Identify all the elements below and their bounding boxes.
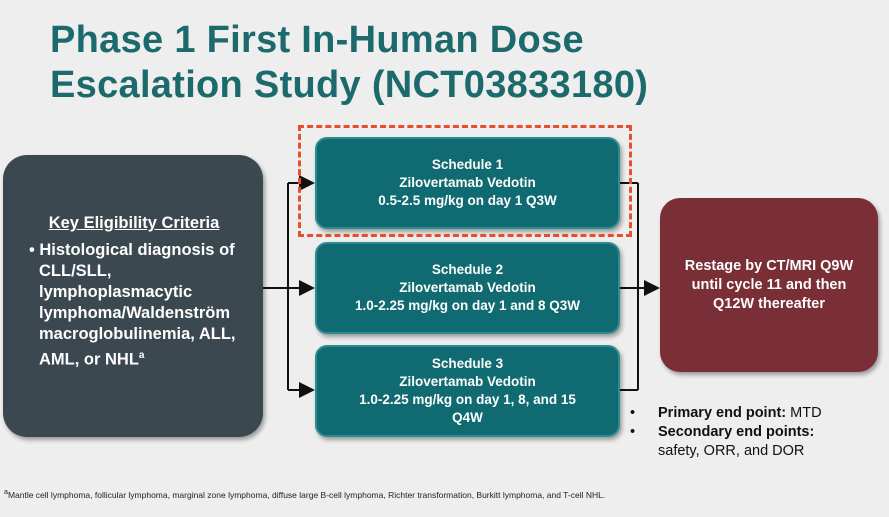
footnote-marker: a [138, 350, 145, 361]
restage-text: Restage by CT/MRI Q9W until cycle 11 and… [684, 257, 854, 312]
schedule-dosing: 1.0-2.25 mg/kg on day 1 and 8 Q3W [354, 298, 581, 313]
eligibility-text: Histological diagnosis of CLL/SLL, lymph… [39, 241, 236, 369]
schedule-2-box: Schedule 2 Zilovertamab Vedotin 1.0-2.25… [315, 242, 620, 334]
schedule-1-highlight [298, 125, 632, 237]
schedule-1-box: Schedule 1 Zilovertamab Vedotin 0.5-2.5 … [315, 137, 620, 229]
eligibility-heading: Key Eligibility Criteria [48, 214, 220, 232]
schedule-3-box: Schedule 3 Zilovertamab Vedotin 1.0-2.25… [315, 345, 620, 437]
footnote-text: Mantle cell lymphoma, follicular lymphom… [7, 489, 606, 500]
secondary-value: safety, ORR, and DOR [658, 443, 805, 459]
primary-endpoint: • Primary end point: MTD [630, 405, 822, 421]
primary-value: MTD [790, 405, 822, 421]
schedule-drug: Zilovertamab Vedotin [399, 175, 536, 190]
title-line-1: Phase 1 First In-Human Dose [50, 19, 584, 61]
schedule-name: Schedule 2 [431, 262, 504, 277]
slide-title: Phase 1 First In-Human Dose Escalation S… [50, 18, 648, 108]
schedule-dosing: 0.5-2.5 mg/kg on day 1 Q3W [378, 193, 557, 208]
eligibility-bullet: • Histological diagnosis of CLL/SLL, lym… [29, 241, 236, 369]
endpoints-list: • Primary end point: MTD • Secondary end p… [630, 404, 822, 461]
schedule-name: Schedule 3 [431, 356, 504, 371]
title-line-2: Escalation Study (NCT03833180) [50, 64, 649, 106]
restage-box: Restage by CT/MRI Q9W until cycle 11 and… [660, 198, 878, 372]
primary-label: Primary end point: [658, 405, 787, 421]
schedule-dosing: 1.0-2.25 mg/kg on day 1, 8, and 15 Q4W [359, 392, 576, 425]
secondary-label: Secondary end points: [658, 424, 815, 440]
eligibility-box: Key Eligibility Criteria • Histological … [3, 155, 263, 437]
schedule-drug: Zilovertamab Vedotin [399, 280, 536, 295]
schedule-drug: Zilovertamab Vedotin [399, 374, 536, 389]
footnote: aMantle cell lymphoma, follicular lympho… [4, 488, 605, 500]
secondary-endpoint: • Secondary end points: safety, ORR, and D… [630, 424, 815, 459]
schedule-name: Schedule 1 [431, 157, 504, 172]
footnote-marker: a [4, 488, 8, 496]
